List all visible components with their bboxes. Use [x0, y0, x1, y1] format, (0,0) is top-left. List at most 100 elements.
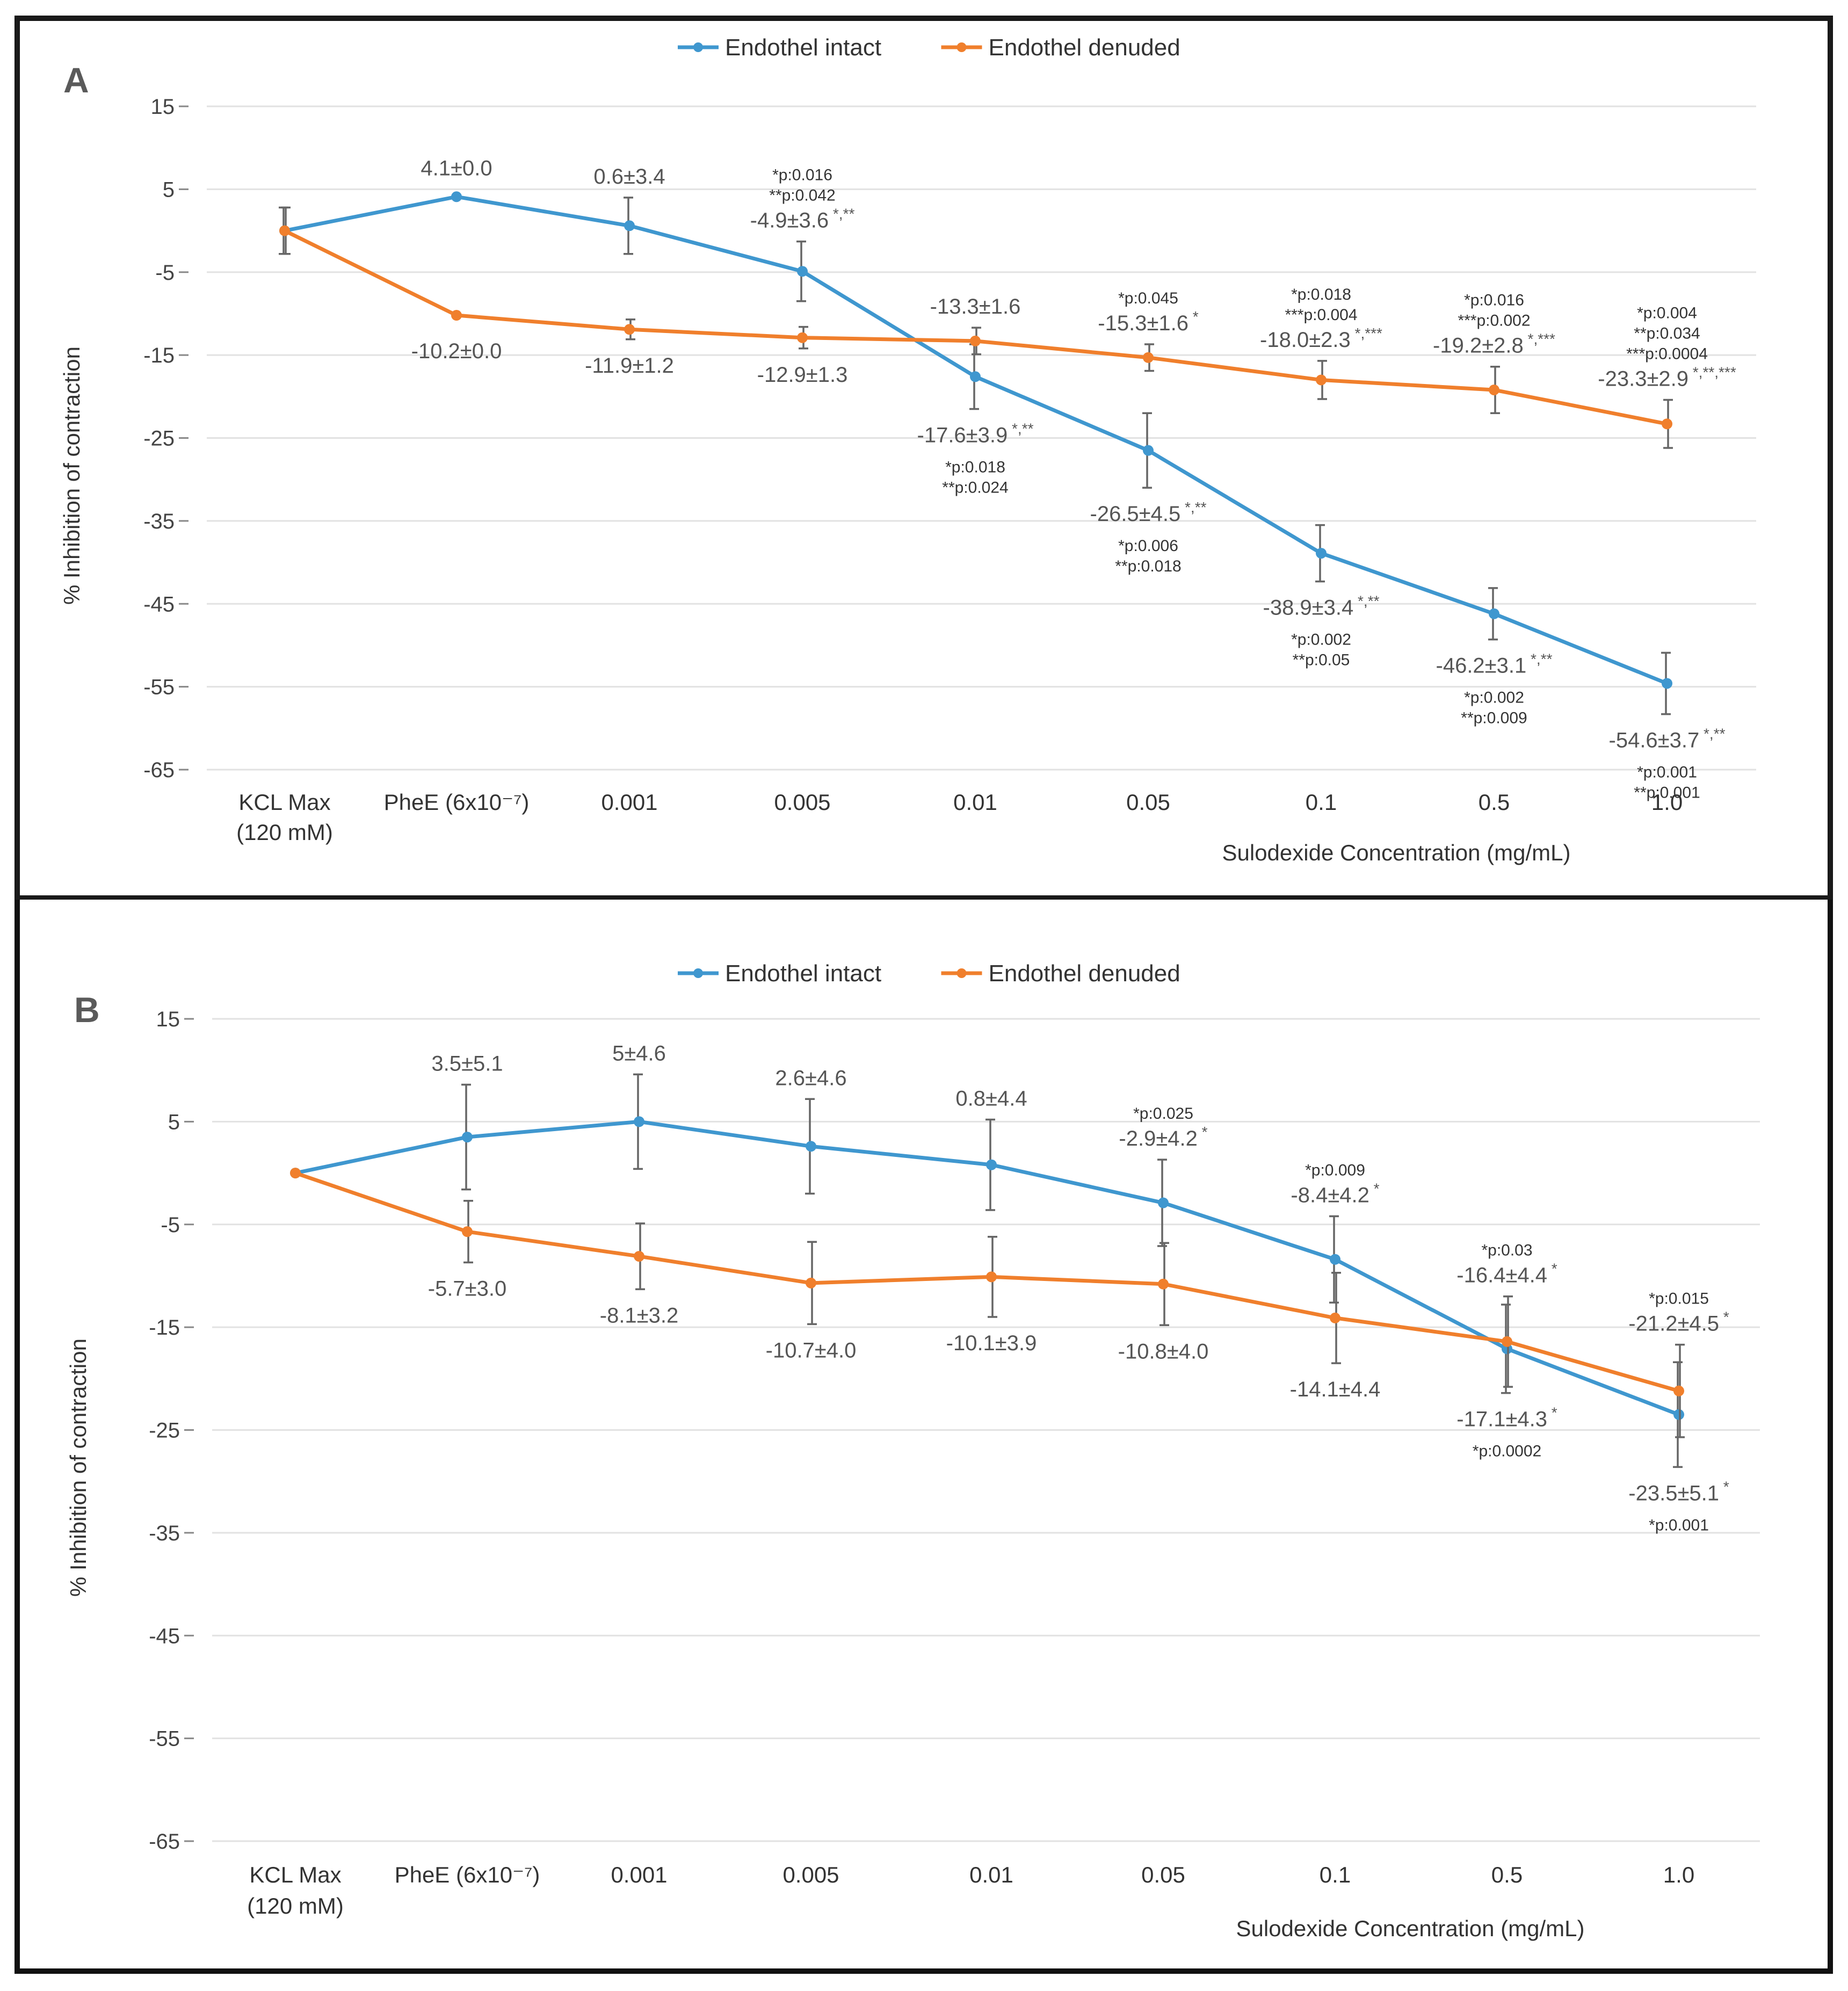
x-tick-label: (120 mM): [247, 1893, 344, 1918]
y-tick-label: 15: [156, 1008, 180, 1031]
x-tick-label: 0.005: [774, 790, 830, 815]
data-label: -23.3±2.9 *,**,***: [1598, 364, 1736, 390]
y-tick-label: -5: [155, 261, 175, 285]
data-point: [1330, 1312, 1340, 1323]
data-label: -11.9±1.2: [585, 354, 674, 378]
y-tick-label: 5: [163, 178, 175, 201]
x-tick-label: PheE (6x10⁻⁷): [384, 790, 530, 815]
p-value-label: *p:0.001: [1637, 764, 1697, 781]
y-tick-label: -15: [149, 1316, 180, 1340]
y-tick-label: -45: [149, 1624, 180, 1648]
data-point: [1489, 608, 1499, 619]
data-label: -15.3±1.6 *: [1098, 308, 1199, 335]
legend-marker: [693, 42, 703, 52]
y-tick-label: -55: [149, 1727, 180, 1751]
significance-marks: *,**: [829, 206, 854, 222]
panel-letter: A: [63, 60, 89, 100]
data-point: [806, 1277, 816, 1288]
significance-marks: *,**: [1008, 420, 1033, 437]
x-tick-label: 0.001: [601, 790, 657, 815]
series-denuded: [279, 206, 1673, 449]
data-label: -14.1±4.4: [1290, 1378, 1381, 1401]
data-point: [1502, 1336, 1512, 1347]
p-value-label: *p:0.016: [1464, 292, 1524, 309]
y-tick-label: -35: [143, 510, 175, 533]
p-value-label: *p:0.009: [1305, 1161, 1365, 1179]
data-point: [797, 332, 808, 343]
data-point: [1158, 1278, 1169, 1290]
data-label: -4.9±3.6 *,**: [750, 206, 855, 233]
x-tick-label: 0.01: [969, 1862, 1013, 1887]
panel-a: 15 5 -5 -15 -25 -35 -45 -55 -65 KCL Max (120 mM) Ph…: [59, 34, 1756, 865]
x-tick-label: 0.01: [953, 790, 997, 815]
p-value-label: ***p:0.002: [1458, 312, 1530, 330]
data-point: [1673, 1409, 1684, 1420]
p-value-label: **p:0.001: [1634, 784, 1700, 802]
x-tick-label: (120 mM): [236, 820, 333, 845]
p-value-label: *p:0.016: [772, 166, 832, 184]
legend-marker: [956, 968, 967, 978]
legend-marker: [693, 968, 703, 978]
p-value-label: *p:0.015: [1649, 1290, 1709, 1308]
data-point: [1143, 352, 1154, 363]
data-point: [451, 191, 462, 202]
panel-b: 15 5 -5 -15 -25 -35 -45 -55 -65 KCL Max (120 mM) Ph…: [66, 960, 1760, 1941]
p-value-label: **p:0.024: [942, 479, 1008, 496]
significance-marks: *,**,***: [1688, 364, 1736, 380]
data-point: [462, 1226, 473, 1237]
p-value-label: *p:0.045: [1118, 289, 1178, 307]
x-tick-label: 0.05: [1126, 790, 1170, 815]
data-label: -12.9±1.3: [757, 363, 848, 387]
data-point: [970, 335, 981, 346]
data-label: -2.9±4.2 *: [1119, 1124, 1207, 1150]
data-point: [986, 1271, 997, 1283]
data-point: [290, 1168, 301, 1179]
p-value-label: **p:0.034: [1634, 324, 1700, 342]
significance-marks: *,**: [1699, 726, 1725, 742]
data-label: -26.5±4.5 *,**: [1090, 499, 1207, 526]
significance-marks: *,**: [1353, 593, 1379, 610]
p-value-label: **p:0.018: [1115, 558, 1181, 575]
x-tick-label: 0.1: [1306, 790, 1337, 815]
x-tick-label: 0.005: [782, 1862, 839, 1887]
data-point: [986, 1159, 997, 1170]
y-tick-label: -45: [143, 592, 175, 616]
legend-entry: Endothel intact: [678, 960, 881, 987]
p-value-label: **p:0.042: [769, 187, 835, 205]
series-denuded: [290, 1168, 1685, 1438]
x-tick-label: 1.0: [1663, 1862, 1694, 1887]
p-value-label: *p:0.03: [1481, 1242, 1532, 1259]
y-tick-label: -55: [143, 676, 175, 699]
data-point: [1673, 1385, 1684, 1396]
significance-marks: *: [1547, 1404, 1557, 1421]
data-label: 5±4.6: [612, 1041, 666, 1065]
data-point: [970, 371, 981, 382]
y-tick-label: -15: [143, 344, 175, 367]
panel-a-frame: [15, 16, 1832, 900]
data-point: [1330, 1254, 1340, 1265]
significance-marks: *,***: [1351, 325, 1382, 342]
data-label: -8.4±4.2 *: [1291, 1180, 1379, 1207]
data-label: -54.6±3.7 *,**: [1609, 726, 1726, 752]
legend-entry: Endothel denuded: [941, 34, 1180, 61]
data-label: -8.1±3.2: [600, 1304, 678, 1327]
significance-marks: *: [1719, 1478, 1729, 1495]
data-point: [462, 1132, 473, 1143]
p-value-label: **p:0.05: [1293, 651, 1350, 669]
x-tick-label: 0.5: [1491, 1862, 1523, 1887]
data-point: [624, 324, 635, 335]
y-tick-label: 5: [168, 1110, 180, 1134]
x-tick-label: 0.001: [611, 1862, 667, 1887]
legend-label: Endothel denuded: [989, 960, 1180, 987]
data-point: [451, 310, 462, 321]
data-label: -10.8±4.0: [1118, 1340, 1209, 1363]
data-label: -46.2±3.1 *,**: [1436, 651, 1553, 678]
y-axis-title: % Inhibition of contraction: [59, 346, 84, 605]
p-value-label: *p:0.0002: [1473, 1443, 1541, 1460]
data-point: [1662, 678, 1672, 689]
legend-marker: [956, 42, 967, 52]
y-tick-label: -5: [161, 1213, 180, 1237]
data-label: 3.5±5.1: [431, 1052, 503, 1075]
data-label: -17.6±3.9 *,**: [917, 420, 1034, 447]
